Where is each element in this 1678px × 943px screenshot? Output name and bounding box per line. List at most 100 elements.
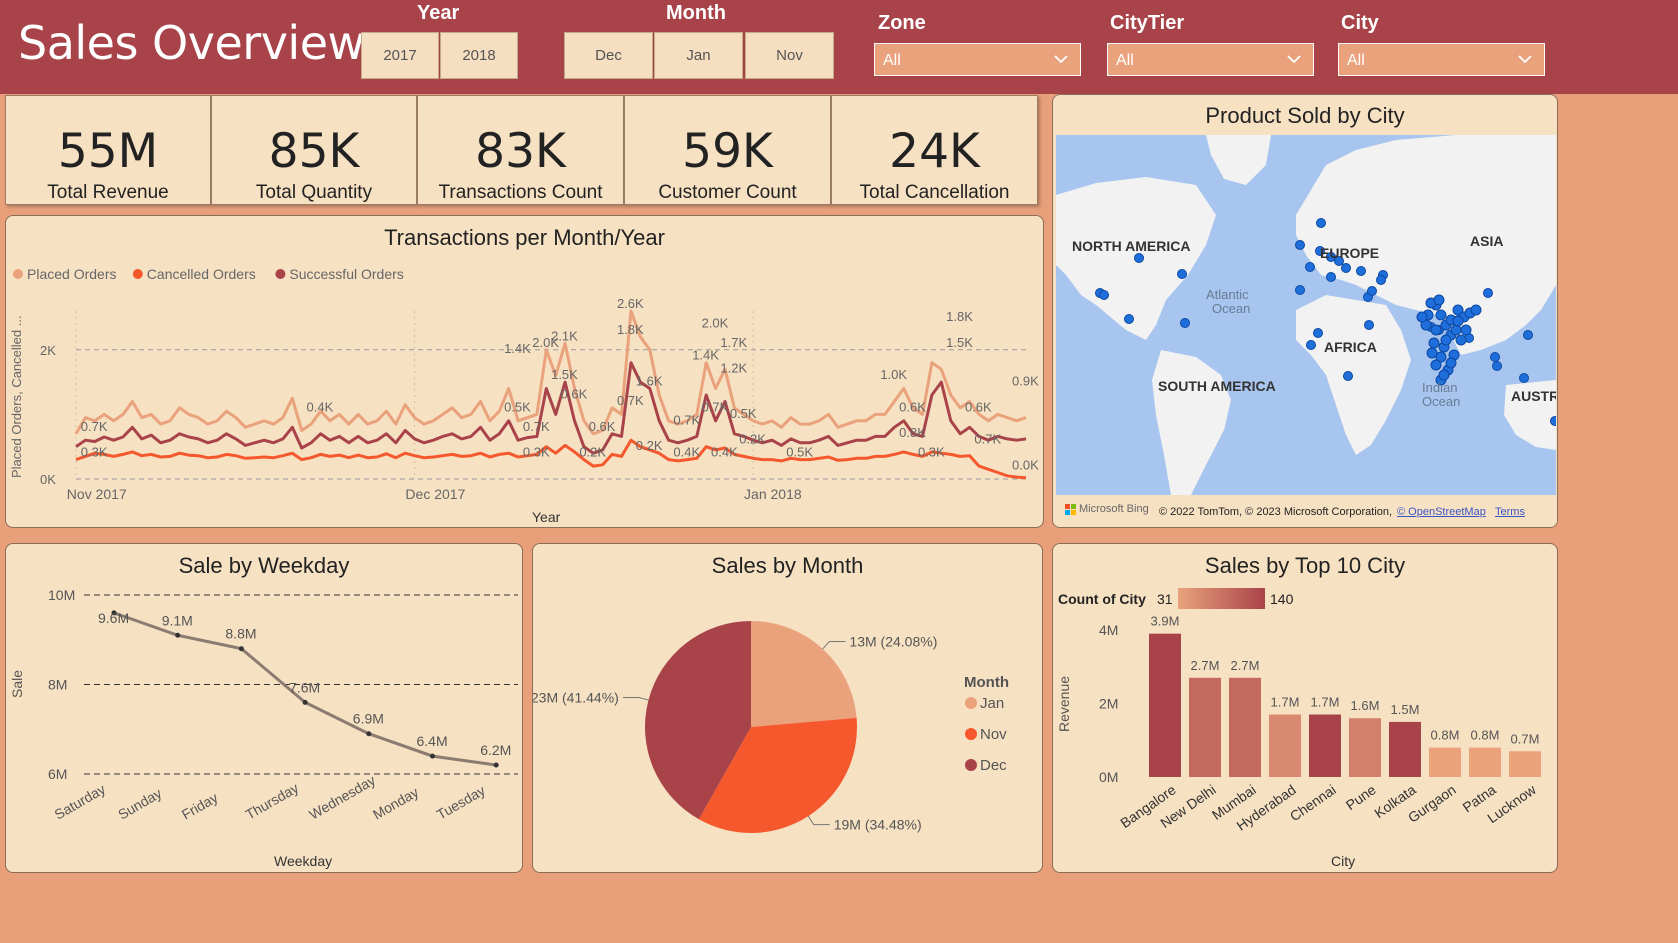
south-america-land bbox=[1152, 350, 1231, 515]
data-label: 9.1M bbox=[162, 612, 193, 628]
bar bbox=[1349, 718, 1381, 777]
kpi-total-revenue: 55M Total Revenue bbox=[5, 95, 211, 205]
month-jan-tile[interactable]: Jan bbox=[654, 32, 743, 79]
kpi-total-cancellation: 24K Total Cancellation bbox=[831, 95, 1038, 205]
map-panel[interactable]: Product Sold by City NORTH AMERICA EUROP… bbox=[1052, 94, 1558, 528]
x-tick-label: Tuesday bbox=[434, 782, 488, 822]
map-label-atlantic-ocean: Ocean bbox=[1212, 301, 1250, 316]
city-marker bbox=[1313, 328, 1323, 338]
city-marker bbox=[1364, 320, 1374, 330]
data-label: 1.0K bbox=[880, 367, 907, 382]
x-tick-label: Wednesday bbox=[306, 772, 378, 823]
data-label: 0.3K bbox=[81, 445, 108, 460]
data-label: 0.2K bbox=[739, 432, 766, 447]
month-pie-panel[interactable]: Sales by Month 13M (24.08%) 19M (34.48%) 2… bbox=[532, 543, 1043, 873]
data-label: 0.4K bbox=[307, 399, 334, 414]
kpi-label: Customer Count bbox=[658, 182, 797, 203]
city-marker bbox=[1180, 318, 1190, 328]
data-label: 0.8K bbox=[899, 425, 926, 440]
data-label: 2.1K bbox=[551, 328, 578, 343]
data-label: 0.7K bbox=[974, 432, 1001, 447]
data-label: 0.5K bbox=[504, 399, 531, 414]
data-label: 0.5K bbox=[730, 406, 757, 421]
x-tick-label: Saturday bbox=[52, 781, 109, 823]
month-dec-tile[interactable]: Dec bbox=[564, 32, 653, 79]
osm-link[interactable]: © OpenStreetMap bbox=[1397, 506, 1486, 518]
world-map[interactable]: NORTH AMERICA EUROPE ASIA Atlantic Ocean… bbox=[1056, 135, 1556, 520]
x-tick-label: Friday bbox=[179, 789, 221, 822]
zone-dropdown[interactable]: All bbox=[874, 43, 1081, 76]
city-dropdown[interactable]: All bbox=[1338, 43, 1545, 76]
data-label: 0.7M bbox=[1511, 731, 1540, 746]
kpi-total-quantity: 85K Total Quantity bbox=[211, 95, 417, 205]
y-tick-label: 6M bbox=[48, 766, 67, 782]
transactions-chart-panel[interactable]: Transactions per Month/Year Placed Order… bbox=[5, 215, 1044, 528]
kpi-value: 59K bbox=[682, 124, 773, 179]
city-marker bbox=[1134, 253, 1144, 263]
map-label-south-america: SOUTH AMERICA bbox=[1158, 378, 1276, 394]
legend-label: Cancelled Orders bbox=[147, 266, 256, 282]
weekday-chart-panel[interactable]: Sale by Weekday 6M 8M 10M 9.6M Saturday 9.1M S… bbox=[5, 543, 523, 873]
data-label: 0.6K bbox=[561, 386, 588, 401]
citytier-slicer-title: CityTier bbox=[1110, 12, 1185, 34]
data-label: 0.7K bbox=[702, 399, 729, 414]
bar bbox=[1149, 633, 1181, 777]
chevron-down-icon bbox=[1287, 55, 1301, 64]
data-label: 6.4M bbox=[417, 733, 448, 749]
data-label: 0.0K bbox=[1012, 458, 1039, 473]
city-marker bbox=[1519, 373, 1529, 383]
data-label: 0.6K bbox=[965, 399, 992, 414]
city-marker bbox=[1124, 314, 1134, 324]
y-axis-title: Placed Orders, Cancelled ... bbox=[9, 315, 24, 478]
city-bar-chart: Count of City 31 1400M2M4MRevenue3.9MBanga… bbox=[1056, 588, 1541, 869]
chevron-down-icon bbox=[1518, 55, 1532, 64]
top-bar: Sales Overview Year 2017 2018 Month Dec … bbox=[0, 0, 1678, 94]
data-label: 1.8K bbox=[617, 322, 644, 337]
x-tick-label: Monday bbox=[370, 784, 421, 823]
data-label: 2.7M bbox=[1231, 658, 1260, 673]
city-bar-panel[interactable]: Sales by Top 10 City Count of City 31 140 0… bbox=[1052, 543, 1558, 873]
city-marker bbox=[1343, 371, 1353, 381]
city-marker bbox=[1177, 269, 1187, 279]
map-title: Product Sold by City bbox=[1205, 103, 1405, 128]
kpi-label: Transactions Count bbox=[438, 182, 603, 203]
map-label-africa: AFRICA bbox=[1324, 339, 1377, 355]
city-markers bbox=[1095, 218, 1556, 426]
data-label: 1.5K bbox=[551, 367, 578, 382]
city-marker bbox=[1306, 340, 1316, 350]
month-pie-chart: 13M (24.08%) 19M (34.48%) 23M (41.44%) Mont… bbox=[533, 621, 1009, 833]
x-tick-label: Chennai bbox=[1287, 781, 1339, 824]
legend-label: Dec bbox=[980, 757, 1007, 774]
city-marker bbox=[1523, 330, 1533, 340]
legend-marker bbox=[965, 697, 977, 709]
year-2018-tile[interactable]: 2018 bbox=[440, 32, 518, 79]
data-point bbox=[430, 753, 435, 759]
city-marker bbox=[1315, 246, 1325, 256]
data-label: 1.8K bbox=[946, 309, 973, 324]
y-tick-label: 0K bbox=[40, 472, 56, 487]
data-label: 1.4K bbox=[504, 341, 531, 356]
y-axis-title: Revenue bbox=[1056, 676, 1072, 732]
month-nov-tile[interactable]: Nov bbox=[745, 32, 834, 79]
data-label: 1.4K bbox=[692, 348, 719, 363]
year-2017-tile[interactable]: 2017 bbox=[361, 32, 439, 79]
pie-slice-jan bbox=[751, 621, 857, 727]
chevron-down-icon bbox=[1054, 55, 1068, 64]
city-marker bbox=[1334, 256, 1344, 266]
citytier-dropdown-value: All bbox=[1116, 52, 1134, 69]
x-tick-label: Sunday bbox=[115, 785, 164, 823]
city-marker bbox=[1440, 334, 1452, 346]
city-marker bbox=[1490, 352, 1500, 362]
data-label: 8.8M bbox=[225, 626, 256, 642]
bar bbox=[1429, 747, 1461, 777]
x-tick-label: Jan 2018 bbox=[744, 486, 802, 502]
data-label: 1.7M bbox=[1311, 695, 1340, 710]
map-label-atlantic: Atlantic bbox=[1206, 287, 1249, 302]
city-marker bbox=[1356, 266, 1366, 276]
microsoft-logo-icon bbox=[1065, 504, 1076, 515]
x-axis-title: City bbox=[1331, 853, 1355, 869]
city-marker bbox=[1367, 286, 1377, 296]
terms-link[interactable]: Terms bbox=[1495, 506, 1525, 518]
data-label: 2.7M bbox=[1191, 658, 1220, 673]
citytier-dropdown[interactable]: All bbox=[1107, 43, 1314, 76]
